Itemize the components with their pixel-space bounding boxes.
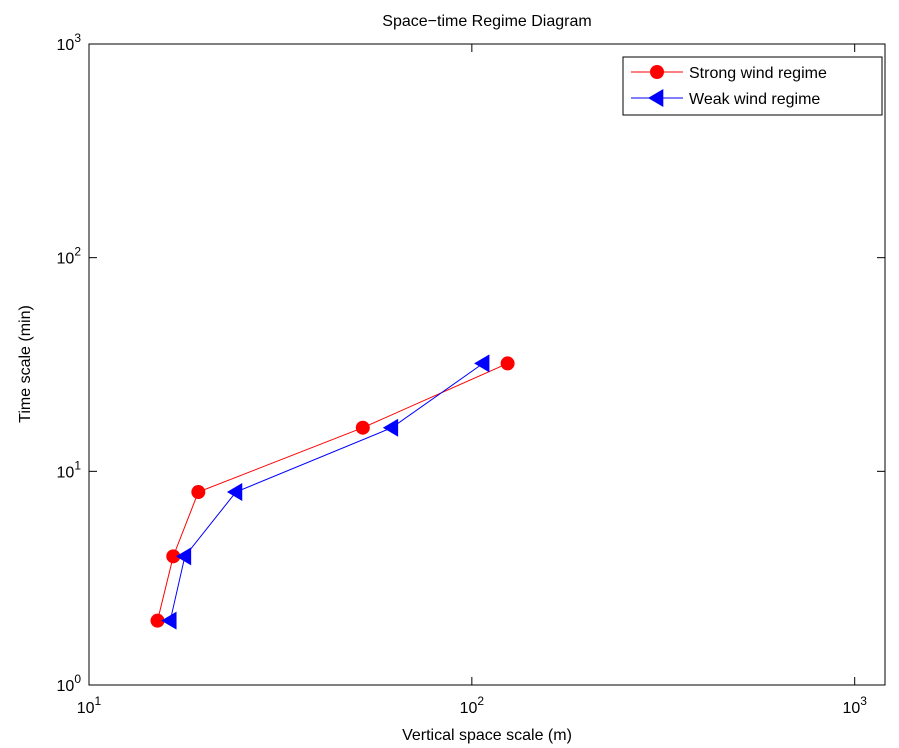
tick-label: 102 (57, 245, 82, 268)
tick-label: 101 (57, 458, 82, 481)
marker (226, 483, 243, 502)
marker (500, 356, 515, 371)
legend-label: Weak wind regime (689, 91, 820, 108)
legend-label: Strong wind regime (689, 65, 827, 82)
tick-label: 102 (460, 694, 485, 717)
marker (166, 549, 181, 564)
marker (382, 418, 399, 437)
marker (474, 354, 490, 373)
marker (355, 420, 370, 435)
chart-title: Space−time Regime Diagram (382, 13, 591, 30)
tick-label: 100 (57, 672, 82, 695)
x-axis-label: Vertical space scale (m) (402, 727, 572, 744)
legend-marker (650, 65, 664, 79)
marker (175, 547, 192, 566)
tick-label: 103 (842, 694, 867, 717)
legend-box (622, 56, 883, 116)
legend-marker (648, 89, 664, 107)
plot-frame (88, 43, 886, 686)
tick-label: 101 (77, 694, 102, 717)
marker (150, 613, 165, 628)
marker (161, 611, 177, 630)
y-axis-label: Time scale (min) (17, 305, 34, 423)
marker (191, 485, 206, 500)
tick-label: 103 (57, 31, 82, 54)
